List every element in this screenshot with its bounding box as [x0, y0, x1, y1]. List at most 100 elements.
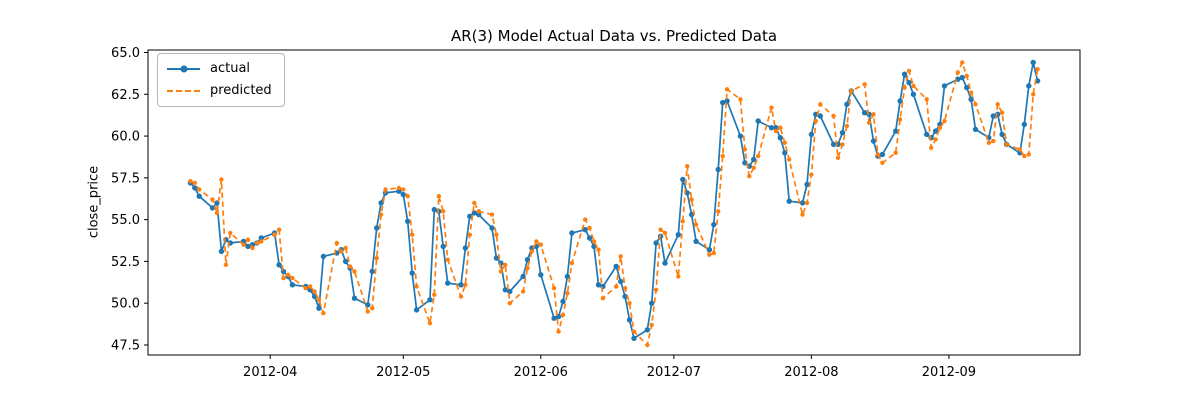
actual-marker — [316, 305, 322, 311]
predicted-marker — [649, 322, 654, 328]
predicted-marker — [773, 128, 779, 134]
actual-marker — [804, 181, 810, 188]
actual-marker — [839, 130, 846, 136]
predicted-marker — [897, 117, 903, 122]
predicted-marker — [960, 60, 965, 65]
predicted-marker — [875, 152, 881, 157]
y-tick-label: 57.5 — [111, 171, 140, 186]
predicted-marker — [991, 138, 996, 144]
actual-marker — [711, 221, 717, 228]
actual-marker — [209, 205, 216, 211]
predicted-marker — [458, 294, 464, 299]
predicted-marker — [662, 230, 668, 236]
actual-marker — [972, 126, 979, 133]
actual-marker — [342, 258, 349, 265]
predicted-marker — [259, 239, 264, 244]
predicted-marker — [968, 90, 974, 95]
actual-marker — [626, 317, 633, 323]
actual-marker — [560, 298, 566, 305]
actual-marker — [777, 135, 783, 141]
actual-marker — [520, 273, 526, 280]
predicted-marker — [472, 200, 477, 206]
y-tick-label: 60.0 — [111, 130, 140, 145]
predicted-marker — [352, 269, 357, 274]
actual-marker — [467, 213, 473, 219]
predicted-marker — [840, 142, 845, 147]
actual-marker — [893, 128, 899, 134]
predicted-marker — [658, 227, 663, 232]
actual-marker — [507, 288, 513, 295]
predicted-marker — [560, 312, 566, 318]
predicted-marker — [627, 301, 632, 306]
predicted-marker — [787, 157, 792, 162]
x-tick-label: 2012-06 — [514, 365, 568, 380]
predicted-marker — [281, 275, 286, 281]
predicted-marker — [1031, 92, 1036, 97]
y-tick-label: 47.5 — [111, 338, 140, 353]
predicted-marker — [347, 264, 353, 269]
x-tick-label: 2012-09 — [922, 365, 976, 380]
predicted-marker — [463, 282, 468, 287]
actual-marker — [413, 307, 420, 313]
actual-marker — [644, 327, 650, 333]
legend-label-actual: actual — [210, 61, 251, 76]
actual-marker — [817, 113, 823, 119]
predicted-marker — [893, 150, 898, 155]
actual-marker — [618, 278, 624, 285]
predicted-marker — [489, 212, 495, 217]
y-tick-label: 62.5 — [111, 88, 140, 103]
predicted-marker — [556, 329, 561, 334]
actual-marker — [595, 282, 602, 288]
predicted-marker — [250, 245, 255, 251]
predicted-marker — [410, 232, 415, 237]
predicted-marker — [720, 153, 725, 159]
actual-marker — [192, 185, 198, 191]
predicted-marker — [245, 237, 251, 242]
predicted-marker — [254, 240, 260, 246]
actual-marker — [378, 200, 384, 206]
y-tick-label: 55.0 — [111, 213, 140, 228]
predicted-marker — [906, 68, 912, 74]
actual-marker — [276, 262, 282, 268]
predicted-marker — [219, 177, 224, 182]
actual-marker — [897, 98, 903, 104]
predicted-marker — [272, 232, 277, 237]
predicted-marker — [197, 187, 202, 192]
predicted-marker — [809, 172, 814, 177]
predicted-marker — [378, 212, 384, 217]
actual-marker — [476, 211, 482, 218]
actual-marker — [662, 260, 668, 266]
predicted-marker — [849, 88, 854, 94]
actual-marker — [538, 272, 544, 278]
predicted-marker — [871, 112, 876, 117]
predicted-marker — [551, 286, 557, 291]
predicted-marker — [986, 140, 991, 145]
predicted-marker — [1022, 153, 1027, 159]
actual-marker — [959, 74, 965, 81]
predicted-marker — [1035, 67, 1040, 72]
chart-title: AR(3) Model Actual Data vs. Predicted Da… — [450, 27, 778, 45]
actual-marker — [564, 273, 571, 280]
predicted-marker — [937, 125, 943, 130]
actual-marker — [906, 79, 912, 86]
predicted-marker — [804, 200, 810, 206]
x-tick-label: 2012-07 — [647, 365, 701, 380]
actual-marker — [502, 287, 508, 293]
actual-marker — [405, 218, 411, 224]
predicted-marker — [1026, 152, 1032, 157]
y-tick-label: 50.0 — [111, 297, 140, 312]
predicted-marker — [618, 254, 623, 259]
predicted-marker — [214, 210, 220, 216]
predicted-marker — [241, 242, 246, 247]
actual-marker — [569, 230, 575, 236]
predicted-marker — [955, 70, 960, 75]
actual-marker — [737, 133, 744, 139]
actual-marker — [458, 282, 464, 288]
predicted-marker — [365, 309, 370, 314]
predicted-marker — [751, 165, 756, 170]
actual-marker — [932, 128, 939, 134]
predicted-marker — [525, 265, 530, 271]
predicted-marker — [614, 284, 619, 289]
actual-marker-dot — [180, 65, 187, 72]
actual-marker — [924, 131, 930, 138]
